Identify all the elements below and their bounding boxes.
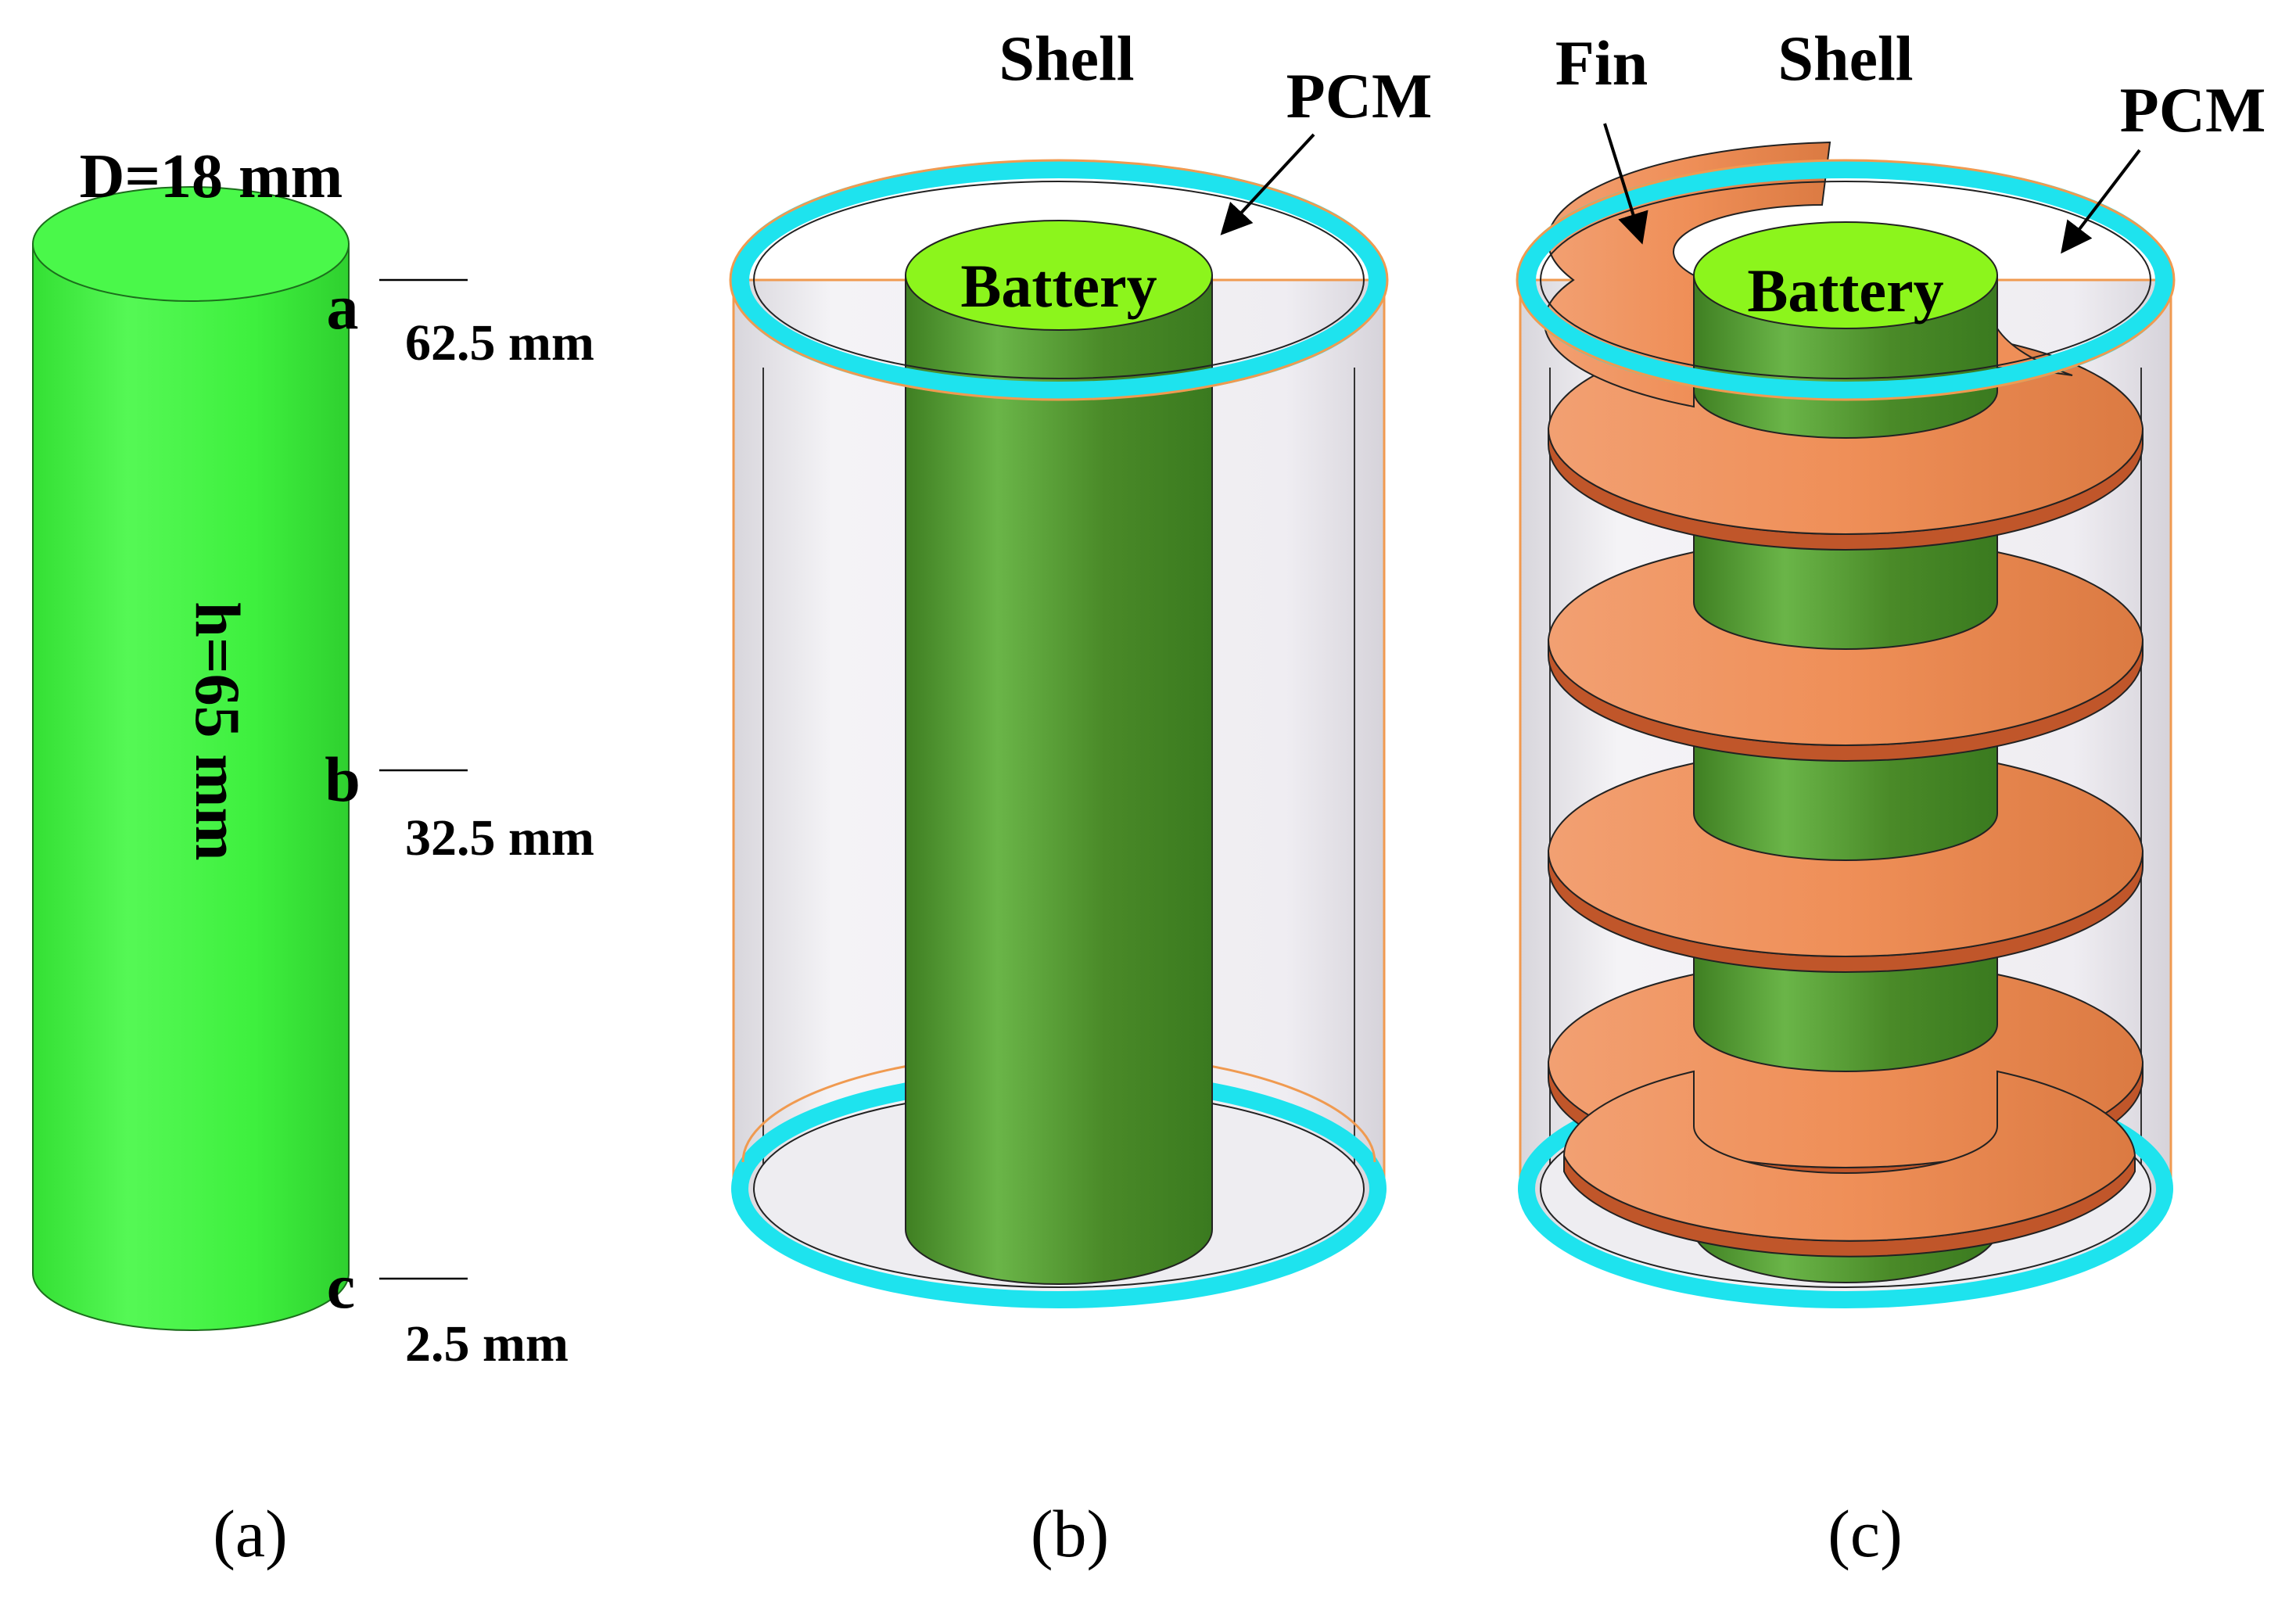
shell-ring-top xyxy=(1517,160,2174,400)
caption-b: (b) xyxy=(1031,1496,1109,1571)
shell-label: Shell xyxy=(1778,23,1913,94)
pcm-arrow xyxy=(2061,149,2141,254)
fin-turn xyxy=(1547,551,2144,762)
battery-cylinder xyxy=(32,186,350,1331)
fin-label: Fin xyxy=(1555,27,1648,99)
position-c-value: 2.5 mm xyxy=(405,1315,569,1372)
position-b-value: 32.5 mm xyxy=(405,809,594,866)
battery-label: Battery xyxy=(1747,257,1943,325)
shell-ring-top xyxy=(730,160,1387,400)
battery-core xyxy=(905,220,1213,1285)
panel-a: D=18 mm h=65 mm a b c 62.5 mm 32.5 mm 2.… xyxy=(32,142,594,1571)
marker-b: b xyxy=(325,744,361,815)
battery-top xyxy=(1693,221,1998,329)
marker-a: a xyxy=(327,271,359,343)
position-a-value: 62.5 mm xyxy=(405,314,594,371)
fin-turn xyxy=(1547,762,2144,973)
shell-label: Shell xyxy=(999,23,1134,94)
panel-b: Battery Shell PCM (b) xyxy=(729,23,1433,1571)
pcm-label: PCM xyxy=(1286,60,1433,131)
fin-arrow xyxy=(1603,123,1648,245)
diameter-label: D=18 mm xyxy=(80,142,343,211)
battery-label: Battery xyxy=(960,252,1157,320)
caption-a: (a) xyxy=(213,1496,287,1571)
marker-c: c xyxy=(327,1250,355,1322)
height-label: h=65 mm xyxy=(182,601,253,860)
caption-c: (c) xyxy=(1828,1496,1902,1571)
pcm-arrow xyxy=(1220,133,1315,235)
panel-c: Battery Fin Shell PCM (c) xyxy=(1516,23,2266,1571)
fin-turn xyxy=(1562,1070,2136,1258)
pcm-label: PCM xyxy=(2120,74,2266,145)
